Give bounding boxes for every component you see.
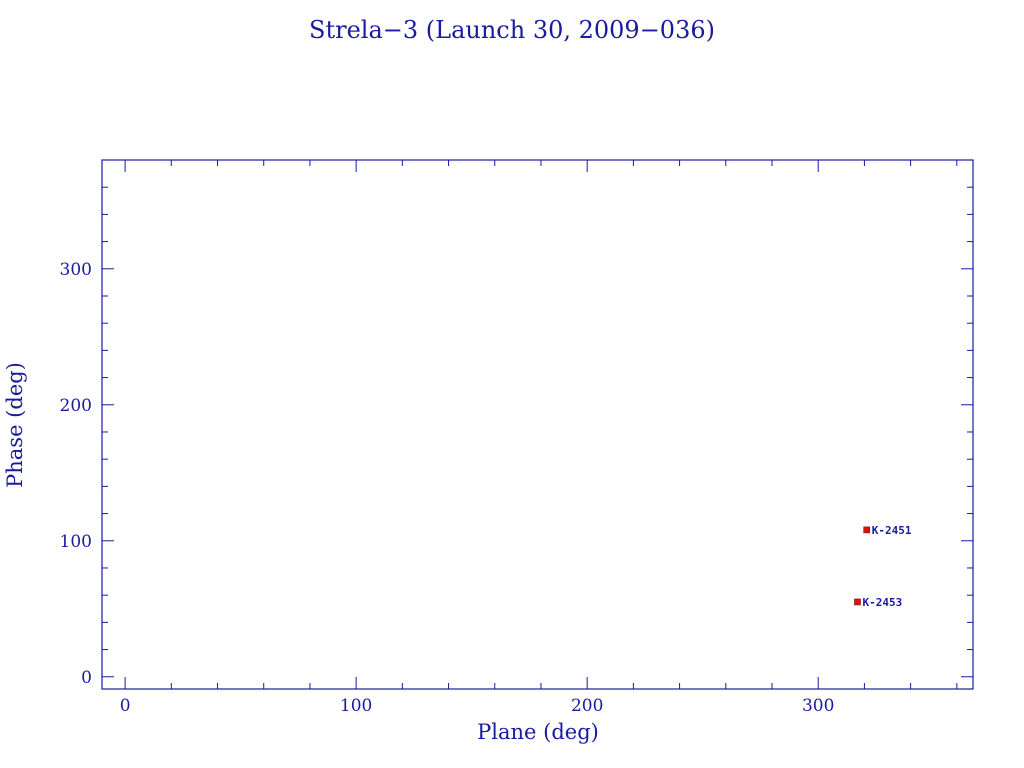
data-points: K-2451 K-2453 (854, 524, 912, 609)
data-point (863, 526, 871, 534)
y-tick-label: 200 (60, 396, 92, 416)
x-tick-label: 100 (340, 696, 372, 716)
x-axis-label: Plane (deg) (477, 720, 599, 744)
y-tick-label: 0 (81, 668, 92, 688)
x-tick-label: 0 (120, 696, 131, 716)
data-point (854, 598, 861, 606)
plot-frame (101, 159, 974, 690)
y-tick-label: 100 (60, 532, 92, 552)
x-tick-label: 200 (571, 696, 603, 716)
y-tick-label: 300 (60, 260, 92, 280)
x-tick-label: 300 (802, 696, 834, 716)
data-point-label: K-2451 (872, 524, 912, 537)
chart-title: Strela−3 (Launch 30, 2009−036) (309, 16, 715, 44)
data-point-label: K-2453 (862, 596, 902, 609)
axis-ticks: 0 100 200 300 0 100 200 300 (60, 159, 973, 716)
y-axis-label: Phase (deg) (3, 362, 27, 488)
